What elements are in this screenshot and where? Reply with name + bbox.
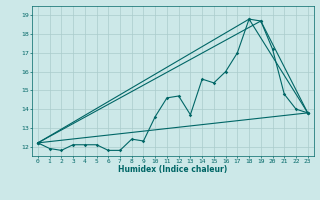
X-axis label: Humidex (Indice chaleur): Humidex (Indice chaleur)	[118, 165, 228, 174]
